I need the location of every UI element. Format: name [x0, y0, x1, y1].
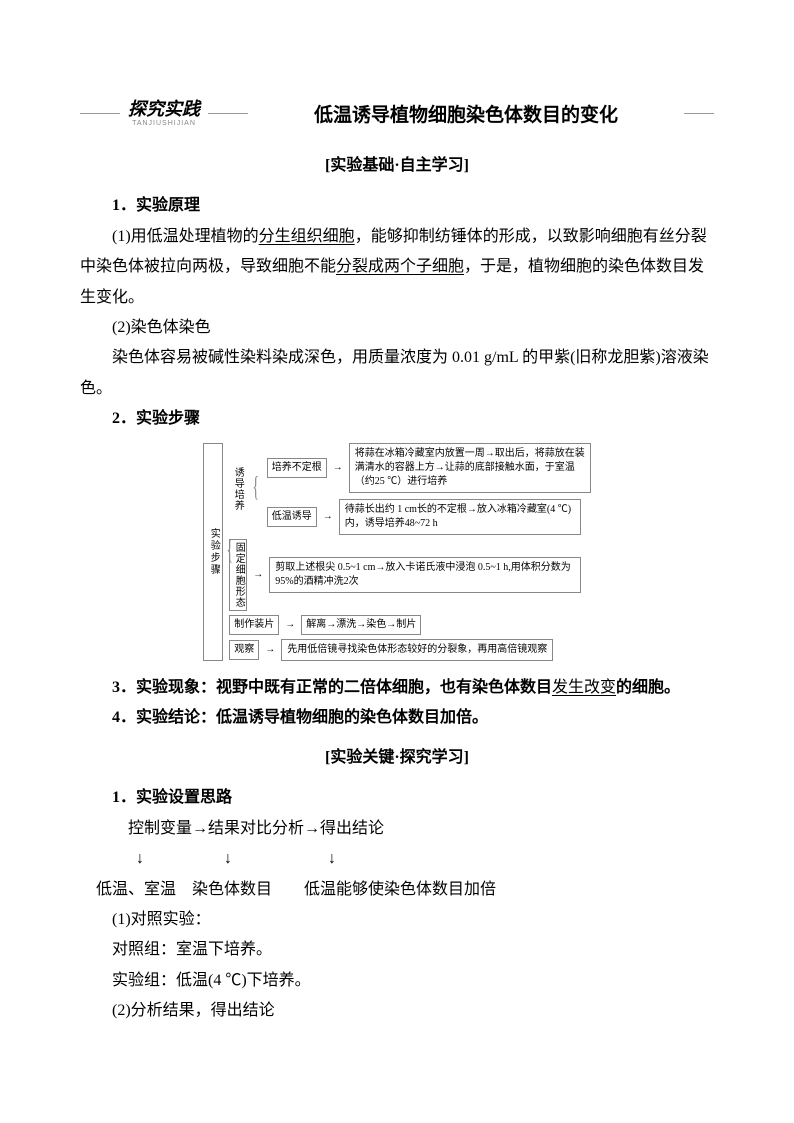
group3: 制作装片 → 解离→漂洗→染色→制片 — [229, 615, 590, 635]
flow-row3: 低温、室温 染色体数目 低温能够使染色体数目加倍 — [80, 875, 714, 905]
group3-label: 制作装片 — [229, 615, 279, 635]
p1b: (2)染色体染色 — [80, 313, 714, 343]
p6b: 对照组：室温下培养。 — [80, 935, 714, 965]
diagram-rows: 诱导培养 { 培养不定根 → 将蒜在冰箱冷藏室内放置一周→取出后，将蒜放在装满清… — [229, 443, 590, 661]
p4: 4．实验结论：低温诱导植物细胞的染色体数目加倍。 — [80, 703, 714, 733]
p1a: (1)用低温处理植物的分生组织细胞，能够抑制纺锤体的形成，以致影响细胞有丝分裂中… — [80, 222, 714, 313]
arrow-icon: → — [283, 618, 297, 632]
g1b-text: 待蒜长出约 1 cm长的不定根→放入冰箱冷藏室(4 ℃)内，诱导培养48~72 … — [339, 499, 581, 535]
header-logo-sub: TANJIUSHIJIAN — [132, 120, 196, 128]
p6a: (1)对照实验： — [80, 905, 714, 935]
group1-label: 诱导培养 — [229, 467, 245, 511]
g1a-text: 将蒜在冰箱冷藏室内放置一周→取出后，将蒜放在装满清水的容器上方→让蒜的底部接触水… — [349, 443, 591, 493]
g2-text: 剪取上述根尖 0.5~1 cm→放入卡诺氏液中浸泡 0.5~1 h,用体积分数为… — [269, 557, 581, 593]
g4-text: 先用低倍镜寻找染色体形态较好的分裂象，再用高倍镜观察 — [281, 639, 553, 661]
p6d: (2)分析结果，得出结论 — [80, 996, 714, 1026]
group1: 诱导培养 { 培养不定根 → 将蒜在冰箱冷藏室内放置一周→取出后，将蒜放在装满清… — [229, 443, 590, 535]
g3-text: 解离→漂洗→染色→制片 — [301, 615, 421, 635]
p1a-u1: 分生组织细胞 — [259, 228, 355, 245]
flow-row1: 控制变量→结果对比分析→得出结论 — [80, 814, 714, 844]
p1a-u2: 分裂成两个子细胞 — [336, 258, 464, 275]
diagram-wrap: 实验步骤 { 诱导培养 { 培养不定根 → 将蒜在冰箱冷藏室内放置一周→取出后，… — [80, 443, 714, 661]
group4-label: 观察 — [229, 640, 259, 660]
p6c: 实验组：低温(4 ℃)下培养。 — [80, 966, 714, 996]
p1-num: 1．实验原理 — [112, 197, 200, 214]
p3: 3．实验现象：视野中既有正常的二倍体细胞，也有染色体数目发生改变的细胞。 — [80, 673, 714, 703]
arrow-icon: → — [331, 461, 345, 475]
p3-u: 发生改变 — [552, 679, 616, 696]
arrow-icon: → — [263, 643, 277, 657]
main-bracket: { — [227, 540, 234, 562]
arrow-icon: → — [251, 568, 265, 582]
header-title: 低温诱导植物细胞染色体数目的变化 — [256, 100, 676, 127]
p5-title: 1．实验设置思路 — [80, 783, 714, 813]
section-subtitle-1: [实验基础·自主学习] — [80, 151, 714, 175]
header-row: 探究实践 TANJIUSHIJIAN 低温诱导植物细胞染色体数目的变化 — [80, 100, 714, 127]
header-line-right — [684, 113, 714, 114]
g1-bracket: { — [253, 477, 260, 499]
header-line-mid — [208, 113, 248, 114]
p1c: 染色体容易被碱性染料染成深色，用质量浓度为 0.01 g/mL 的甲紫(旧称龙胆… — [80, 343, 714, 404]
experiment-diagram: 实验步骤 { 诱导培养 { 培养不定根 → 将蒜在冰箱冷藏室内放置一周→取出后，… — [203, 443, 590, 661]
g1a-label: 培养不定根 — [267, 458, 327, 478]
p2-num: 2．实验步骤 — [112, 410, 200, 427]
header-logo: 探究实践 TANJIUSHIJIAN — [128, 100, 200, 127]
diagram-main-label: 实验步骤 — [203, 443, 223, 661]
group2: 固定细胞形态 → 剪取上述根尖 0.5~1 cm→放入卡诺氏液中浸泡 0.5~1… — [229, 539, 590, 611]
section-subtitle-2: [实验关键·探究学习] — [80, 743, 714, 767]
p1a-pre: (1)用低温处理植物的 — [112, 228, 259, 245]
p5-num: 1．实验设置思路 — [112, 789, 232, 806]
arrow-icon: → — [321, 510, 335, 524]
p3-post: 的细胞。 — [616, 679, 680, 696]
group4: 观察 → 先用低倍镜寻找染色体形态较好的分裂象，再用高倍镜观察 — [229, 639, 590, 661]
header-logo-main: 探究实践 — [128, 100, 200, 120]
p1-title: 1．实验原理 — [80, 191, 714, 221]
p2-title: 2．实验步骤 — [80, 404, 714, 434]
p3-pre: 3．实验现象：视野中既有正常的二倍体细胞，也有染色体数目 — [112, 679, 552, 696]
flow-row2: ↓ ↓ ↓ — [80, 844, 714, 874]
g1b-label: 低温诱导 — [267, 507, 317, 527]
header-line-left — [80, 113, 120, 114]
p4-text: 4．实验结论：低温诱导植物细胞的染色体数目加倍。 — [112, 709, 488, 726]
